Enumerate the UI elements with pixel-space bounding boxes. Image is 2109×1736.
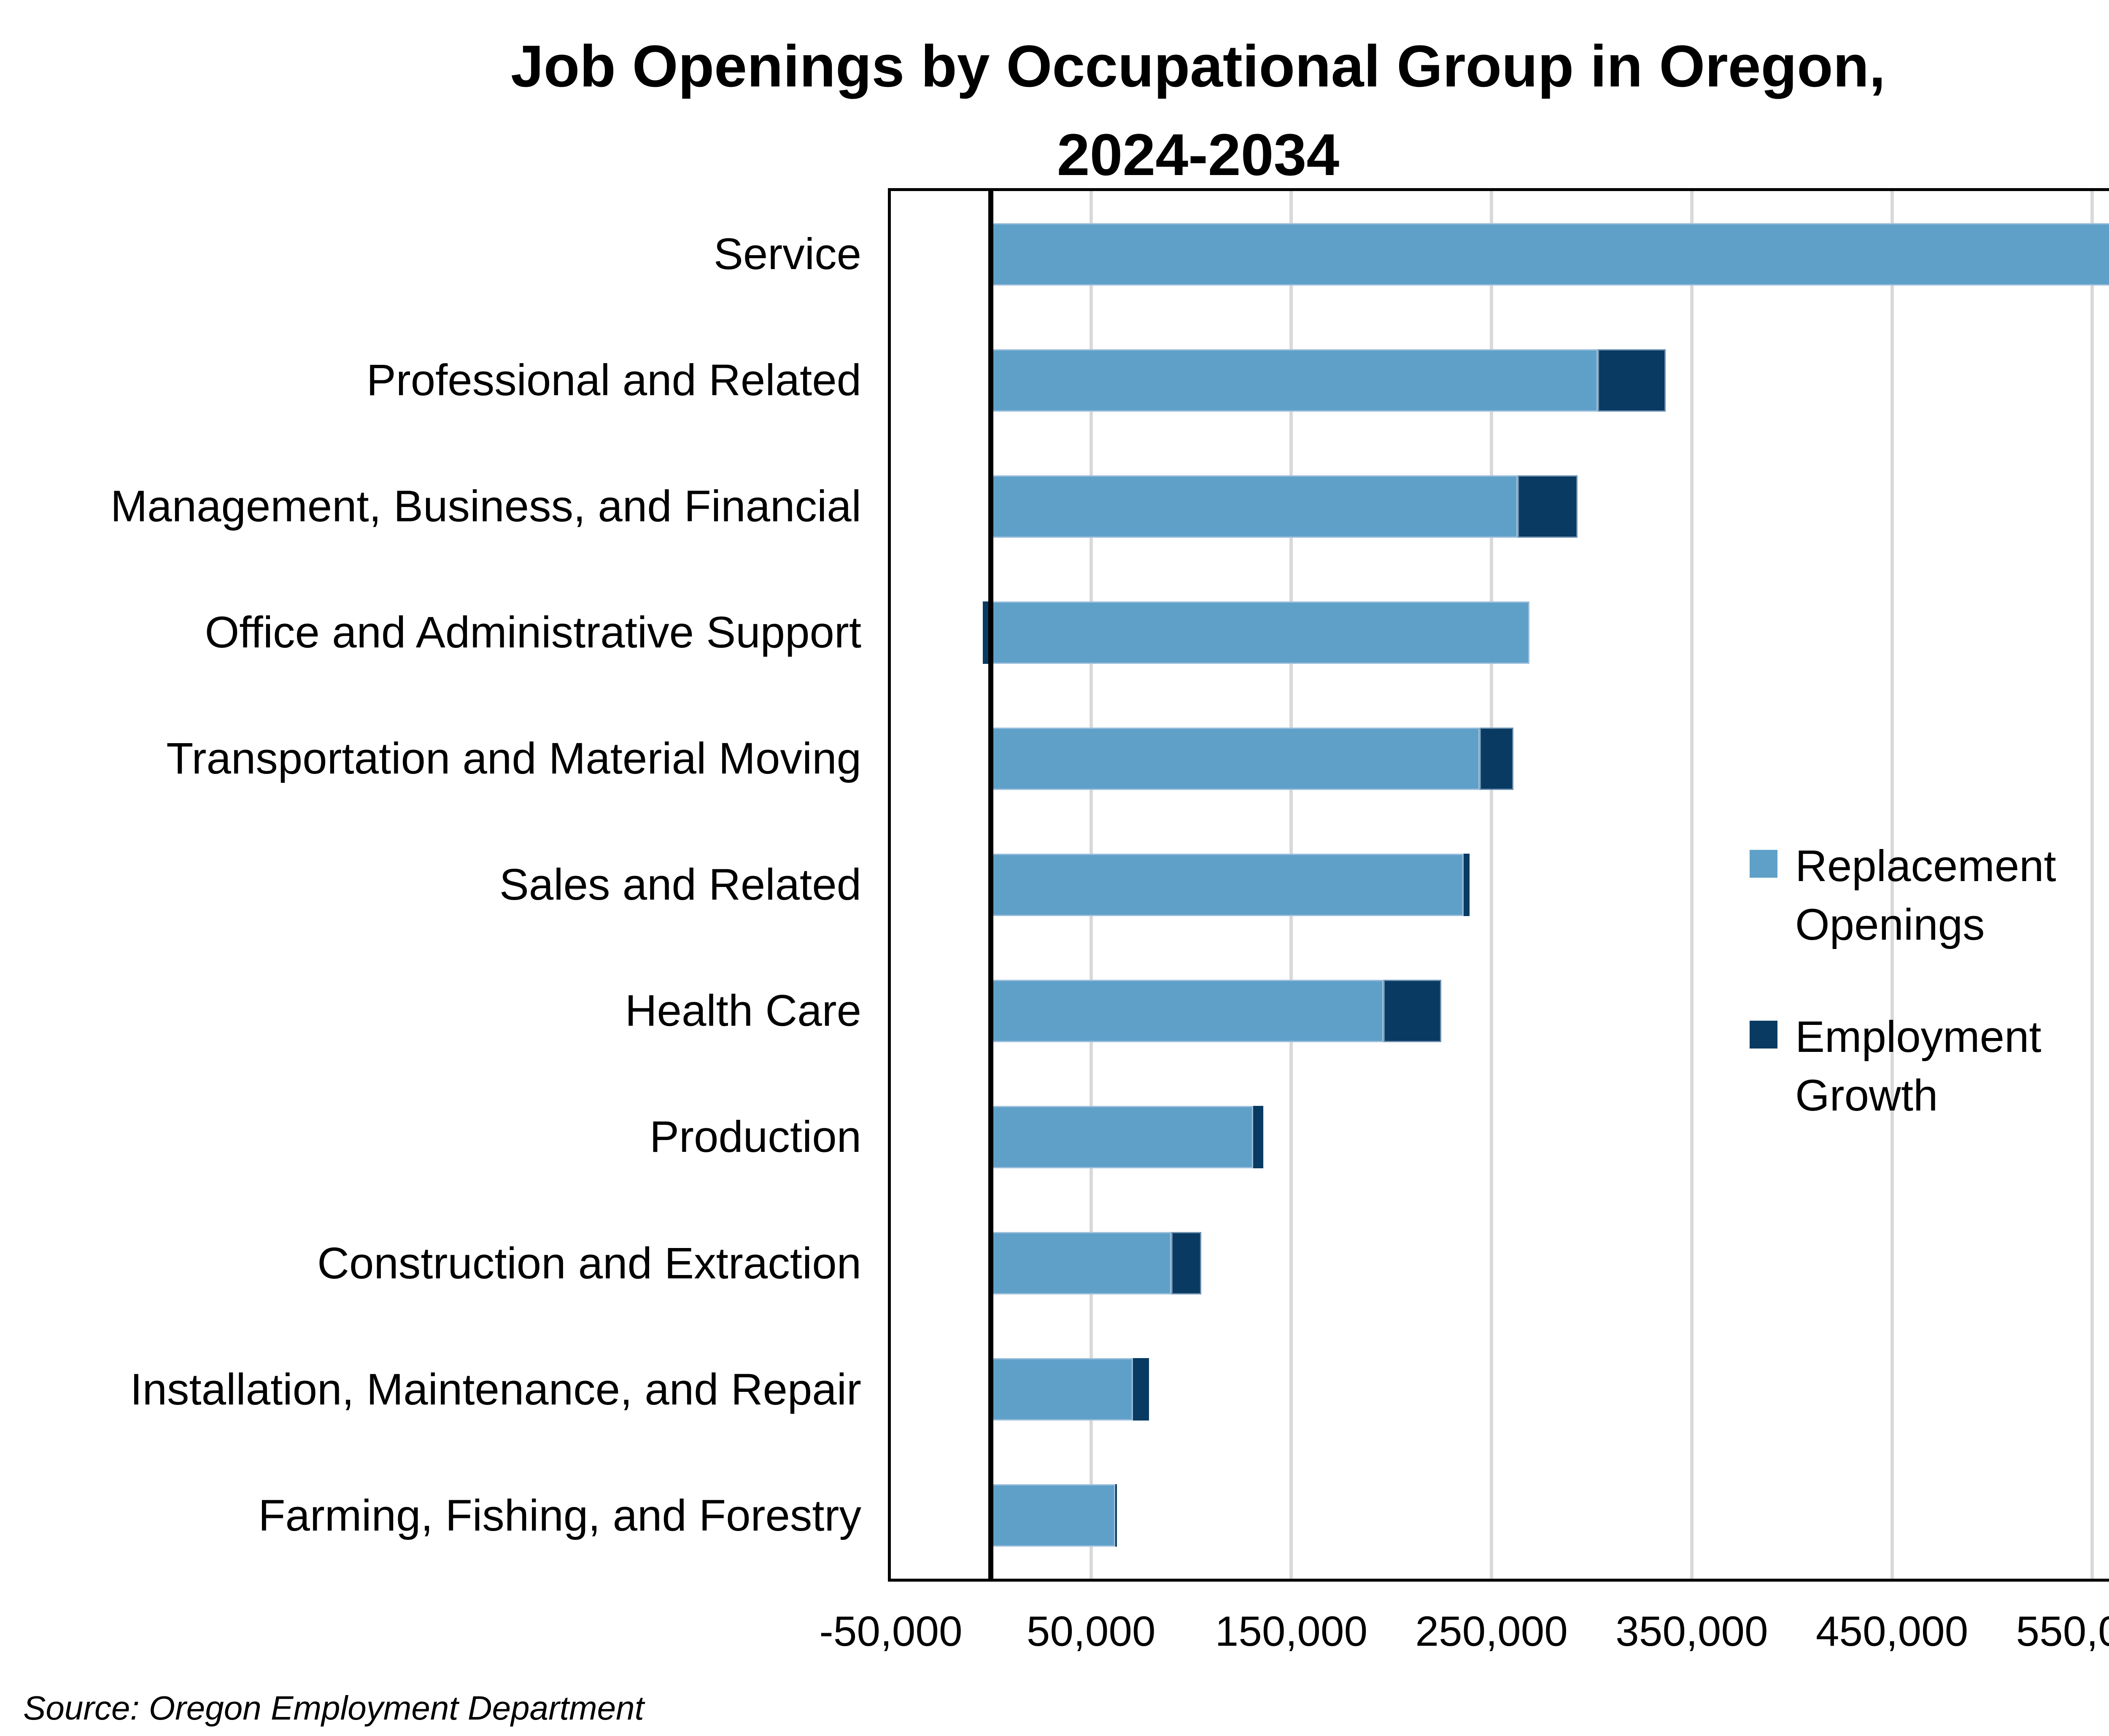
plot-area bbox=[891, 191, 2109, 1579]
gridline-550000 bbox=[2090, 191, 2094, 1579]
y-axis-label-installation-maintenance-and-repair: Installation, Maintenance, and Repair bbox=[130, 1364, 861, 1414]
bar-segment-replacement-professional-and-related bbox=[991, 349, 1598, 412]
bar-segment-growth-health-care bbox=[1383, 980, 1442, 1043]
legend-swatch-employment-growth bbox=[1750, 1021, 1777, 1049]
bar-segment-replacement-installation-maintenance-and-repair bbox=[991, 1358, 1133, 1421]
x-axis-label-50000: 50,000 bbox=[1026, 1608, 1156, 1655]
bar-segment-replacement-sales-and-related bbox=[991, 854, 1464, 916]
chart-title: Job Openings by Occupational Group in Or… bbox=[0, 22, 2109, 199]
bar-segment-growth-farming-fishing-and-forestry bbox=[1115, 1484, 1117, 1547]
legend-label-employment-growth: Employment Growth bbox=[1795, 1012, 2042, 1120]
y-axis-labels: Service Professional and Related Managemen… bbox=[0, 191, 861, 1579]
y-axis-label-office-and-administrative-support: Office and Administrative Support bbox=[205, 608, 861, 658]
bar-segment-replacement-farming-fishing-and-forestry bbox=[991, 1484, 1115, 1547]
x-axis-label-150000: 150,000 bbox=[1215, 1608, 1368, 1655]
legend-swatch-replacement-openings bbox=[1750, 850, 1777, 878]
bar-segment-replacement-service bbox=[991, 223, 2109, 286]
x-axis-label-550000: 550,000 bbox=[2016, 1608, 2109, 1655]
bar-segment-replacement-construction-and-extraction bbox=[991, 1232, 1171, 1295]
bar-segment-growth-professional-and-related bbox=[1597, 349, 1666, 412]
zero-axis-line bbox=[988, 191, 994, 1579]
y-axis-label-transportation-and-material-moving: Transportation and Material Moving bbox=[166, 734, 861, 784]
legend-item-employment-growth: Employment Growth bbox=[1750, 1008, 2103, 1125]
y-axis-label-sales-and-related: Sales and Related bbox=[499, 860, 861, 910]
legend: Replacement Openings Employment Growth bbox=[1750, 837, 2103, 1125]
source-note: Source: Oregon Employment Department bbox=[23, 1689, 644, 1727]
x-axis-labels: -50,000 50,000 150,000 250,000 350,000 450,00… bbox=[0, 1606, 2109, 1690]
legend-item-replacement-openings: Replacement Openings bbox=[1750, 837, 2103, 954]
x-axis-label-450000: 450,000 bbox=[1815, 1608, 1969, 1655]
bar-segment-replacement-management-business-and-financial bbox=[991, 475, 1518, 538]
bar-segment-growth-production bbox=[1253, 1106, 1263, 1169]
x-axis-label-250000: 250,000 bbox=[1415, 1608, 1568, 1655]
bar-segment-replacement-transportation-and-material-moving bbox=[991, 727, 1480, 790]
y-axis-label-service: Service bbox=[713, 229, 861, 279]
chart-title-line1: Job Openings by Occupational Group in Or… bbox=[510, 33, 1886, 99]
bar-segment-replacement-production bbox=[991, 1106, 1254, 1169]
y-axis-label-management-business-and-financial: Management, Business, and Financial bbox=[110, 481, 861, 531]
y-axis-label-professional-and-related: Professional and Related bbox=[366, 355, 861, 405]
bar-segment-growth-management-business-and-financial bbox=[1517, 475, 1578, 538]
gridline-350000 bbox=[1690, 191, 1694, 1579]
bar-segment-growth-installation-maintenance-and-repair bbox=[1133, 1358, 1149, 1421]
bar-segment-growth-transportation-and-material-moving bbox=[1479, 727, 1514, 790]
bar-segment-growth-sales-and-related bbox=[1463, 854, 1470, 916]
bar-segment-replacement-health-care bbox=[991, 980, 1384, 1043]
x-axis-label--50000: -50,000 bbox=[819, 1608, 963, 1655]
legend-label-replacement-openings: Replacement Openings bbox=[1795, 841, 2056, 949]
gridline-450000 bbox=[1890, 191, 1894, 1579]
y-axis-label-health-care: Health Care bbox=[625, 986, 861, 1036]
bar-segment-growth-construction-and-extraction bbox=[1171, 1232, 1201, 1295]
y-axis-label-production: Production bbox=[650, 1112, 861, 1162]
x-axis-label-350000: 350,000 bbox=[1615, 1608, 1768, 1655]
bar-segment-replacement-office-and-administrative-support bbox=[991, 601, 1530, 664]
gridline-250000 bbox=[1490, 191, 1494, 1579]
y-axis-label-farming-fishing-and-forestry: Farming, Fishing, and Forestry bbox=[258, 1491, 861, 1540]
y-axis-label-construction-and-extraction: Construction and Extraction bbox=[317, 1238, 861, 1288]
chart-title-line2: 2024-2034 bbox=[1057, 121, 1340, 188]
